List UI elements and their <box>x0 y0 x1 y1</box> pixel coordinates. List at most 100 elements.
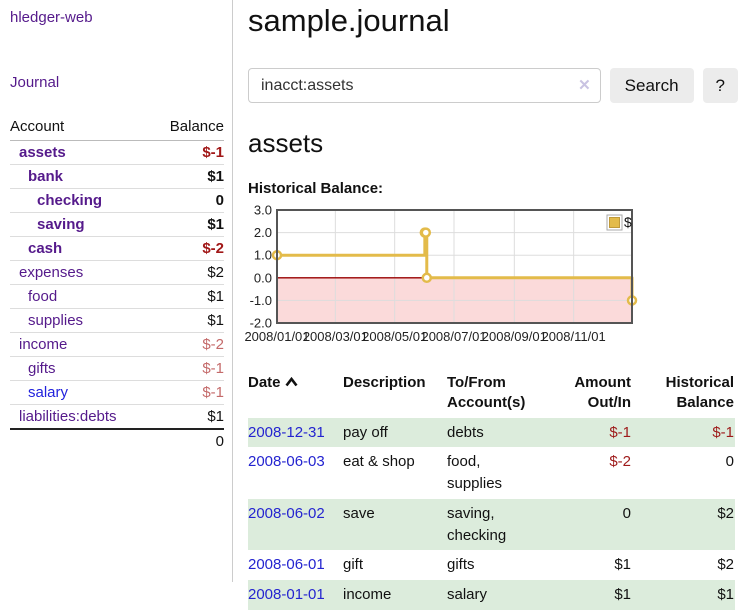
register-row: 2008-06-01 gift gifts $1 $2 <box>248 550 735 580</box>
journal-nav: Journal <box>10 74 224 92</box>
svg-text:1.0: 1.0 <box>254 248 272 263</box>
account-link[interactable]: salary <box>28 384 69 401</box>
register-date-cell: 2008-12-31 <box>248 418 343 448</box>
account-link[interactable]: food <box>28 288 58 305</box>
accounts-total-value: 0 <box>151 428 224 453</box>
account-balance: $-2 <box>151 236 224 261</box>
register-date-cell: 2008-06-02 <box>248 499 343 551</box>
register-row: 2008-06-03 eat & shop food, supplies $-2 0 <box>248 447 735 499</box>
accounts-total-spacer <box>10 428 152 453</box>
account-balance: $2 <box>151 260 224 285</box>
register-accounts: salary <box>447 586 488 603</box>
register-date-link[interactable]: 2008-06-03 <box>248 453 325 471</box>
account-row: income $-2 <box>10 332 224 357</box>
account-name-cell: gifts <box>10 356 152 381</box>
account-link[interactable]: gifts <box>28 360 56 377</box>
search-button[interactable]: Search <box>609 68 694 103</box>
account-name-cell: assets <box>10 140 152 165</box>
search-help-button[interactable]: ? <box>702 68 738 103</box>
register-balance: $1 <box>717 586 734 603</box>
account-row: expenses $2 <box>10 260 224 285</box>
register-date-link[interactable]: 2008-12-31 <box>248 423 325 441</box>
main-content: sample.journal ✕ Search ? assets Histori… <box>244 0 738 610</box>
account-name-cell: expenses <box>10 260 152 285</box>
register-amount: 0 <box>622 504 631 522</box>
accounts-table: Account Balance assets $-1 bank $1 checking 0… <box>10 115 224 453</box>
account-balance: $1 <box>151 404 224 430</box>
account-link[interactable]: income <box>19 336 68 353</box>
chevron-up-icon <box>284 373 298 393</box>
accounts-total-row: 0 <box>10 428 224 453</box>
register-amount: $-2 <box>609 453 631 471</box>
account-row: assets $-1 <box>10 140 224 165</box>
register-balance: 0 <box>725 453 734 471</box>
clear-search-icon[interactable]: ✕ <box>578 77 591 94</box>
account-balance: 0 <box>151 188 224 213</box>
account-row: checking 0 <box>10 188 224 213</box>
account-link[interactable]: assets <box>19 144 66 161</box>
sidebar: hledger-web Journal Account Balance asse… <box>0 0 233 582</box>
register-date-link[interactable]: 2008-01-01 <box>248 586 325 603</box>
register-date-cell: 2008-06-01 <box>248 550 343 580</box>
account-name-cell: checking <box>10 188 152 213</box>
register-description: gift <box>343 556 364 574</box>
register-description: pay off <box>343 423 388 441</box>
register-description: save <box>343 504 375 522</box>
register-balance: $2 <box>717 504 734 522</box>
register-date-link[interactable]: 2008-06-02 <box>248 504 325 522</box>
account-balance: $-1 <box>151 380 224 405</box>
account-link[interactable]: bank <box>28 168 64 185</box>
search-input-wrap: ✕ <box>248 68 601 103</box>
account-balance: $1 <box>151 164 224 189</box>
account-name-cell: salary <box>10 380 152 405</box>
register-header-accounts: To/From Account(s) <box>447 374 526 412</box>
register-row: 2008-06-02 save saving, checking 0 $2 <box>248 498 735 551</box>
register-header-balance: Historical Balance <box>665 374 734 412</box>
chart-title: Historical Balance: <box>248 180 384 197</box>
account-name-cell: cash <box>10 236 152 261</box>
svg-text:-2.0: -2.0 <box>250 316 272 331</box>
register-header-row: Date Description To/From Account(s) Amou… <box>248 369 735 418</box>
account-name-cell: supplies <box>10 308 152 333</box>
historical-balance-chart: 3.0 2.0 1.0 0.0 -1.0 -2.0 2008/01/01 2008/03/01… <box>242 202 738 357</box>
account-row: supplies $1 <box>10 308 224 333</box>
register-row: 2008-01-01 income salary $1 $1 <box>248 580 735 610</box>
account-row: cash $-2 <box>10 236 224 261</box>
account-row: bank $1 <box>10 164 224 189</box>
register-accounts: gifts <box>447 556 475 574</box>
register-table: Date Description To/From Account(s) Amou… <box>248 369 735 610</box>
svg-text:$: $ <box>624 214 632 230</box>
svg-text:0.0: 0.0 <box>254 270 272 285</box>
app-title: hledger-web <box>10 9 224 27</box>
register-date-cell: 2008-06-03 <box>248 447 343 499</box>
svg-text:2.0: 2.0 <box>254 225 272 240</box>
app-title-link[interactable]: hledger-web <box>10 9 93 26</box>
register-amount: $-1 <box>609 423 631 441</box>
register-date-cell: 2008-01-01 <box>248 580 343 610</box>
account-link[interactable]: supplies <box>28 312 84 329</box>
search-input[interactable] <box>248 68 601 103</box>
account-balance: $1 <box>151 308 224 333</box>
register-accounts: food, supplies <box>447 453 503 492</box>
sidebar-item-journal[interactable]: Journal <box>10 74 60 91</box>
account-row: gifts $-1 <box>10 356 224 381</box>
account-link[interactable]: expenses <box>19 264 84 281</box>
register-accounts: debts <box>447 423 484 441</box>
account-row: food $1 <box>10 284 224 309</box>
svg-text:3.0: 3.0 <box>254 203 272 218</box>
register-header-date[interactable]: Date <box>248 369 343 418</box>
search-form: ✕ Search ? <box>248 68 738 103</box>
register-header-amount: Amount Out/In <box>574 374 631 412</box>
account-link[interactable]: checking <box>37 192 103 209</box>
account-link[interactable]: saving <box>37 216 85 233</box>
account-name-cell: bank <box>10 164 152 189</box>
svg-text:2008/01/01: 2008/01/01 <box>244 329 309 344</box>
svg-text:2008/05/01: 2008/05/01 <box>362 329 427 344</box>
account-link[interactable]: cash <box>28 240 63 257</box>
account-balance: $-1 <box>151 140 224 165</box>
account-balance: $1 <box>151 212 224 237</box>
account-link[interactable]: liabilities:debts <box>19 408 117 425</box>
register-description: eat & shop <box>343 453 415 471</box>
svg-text:2008/09/01: 2008/09/01 <box>482 329 547 344</box>
register-date-link[interactable]: 2008-06-01 <box>248 556 325 574</box>
